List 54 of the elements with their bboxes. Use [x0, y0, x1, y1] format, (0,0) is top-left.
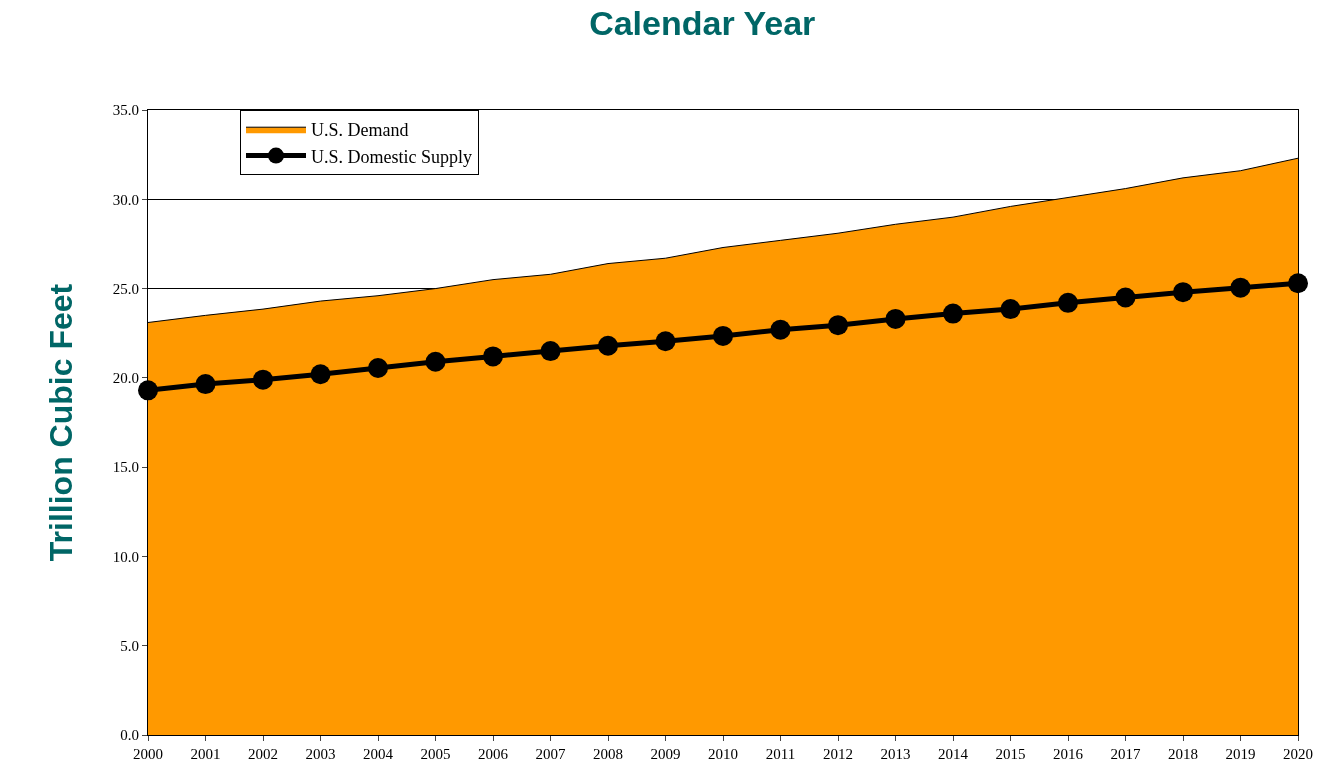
x-tick-label: 2017 — [1110, 746, 1141, 762]
point — [655, 331, 676, 352]
x-tick-label: 2008 — [593, 746, 623, 762]
x-tick-label: 2020 — [1283, 746, 1313, 762]
point — [195, 374, 216, 395]
x-tick-label: 2004 — [363, 746, 394, 762]
legend-label: U.S. Demand — [311, 120, 409, 141]
x-tick-label: 2009 — [650, 746, 681, 762]
legend-label: U.S. Domestic Supply — [311, 146, 473, 167]
x-tick-label: 2007 — [535, 746, 566, 762]
point — [368, 358, 388, 379]
y-tick-label: 0.0 — [120, 727, 139, 744]
point — [540, 341, 561, 362]
point — [598, 335, 618, 356]
point — [943, 303, 963, 324]
point — [1288, 273, 1308, 294]
x-tick-label: 2015 — [995, 746, 1026, 762]
point — [138, 380, 158, 401]
x-tick-label: 2000 — [133, 746, 163, 762]
y-tick-label: 30.0 — [112, 191, 139, 208]
x-tick-label: 2010 — [708, 746, 738, 762]
x-tick-label: 2014 — [938, 746, 969, 762]
point — [713, 325, 733, 346]
x-tick-label: 2011 — [765, 746, 796, 762]
point — [253, 369, 273, 390]
y-tick-label: 10.0 — [112, 548, 139, 565]
x-tick-label: 2018 — [1168, 746, 1198, 762]
point — [1230, 277, 1251, 298]
x-tick-label: 2001 — [190, 746, 221, 762]
x-tick-label: 2013 — [880, 746, 911, 762]
point — [1173, 282, 1193, 303]
point — [828, 315, 848, 336]
y-tick-label: 5.0 — [120, 637, 139, 654]
point — [425, 351, 446, 372]
y-tick-label: 25.0 — [112, 280, 139, 297]
y-axis-title: Trillion Cubic Feet — [43, 283, 80, 562]
point — [1058, 292, 1078, 313]
x-tick-label: 2016 — [1053, 746, 1084, 762]
x-tick-label: 2002 — [248, 746, 278, 762]
point — [885, 308, 906, 329]
point — [770, 319, 791, 340]
point — [1000, 299, 1021, 320]
x-tick-label: 2003 — [305, 746, 336, 762]
x-tick-label: 2006 — [478, 746, 509, 762]
y-tick-label: 35.0 — [112, 102, 139, 119]
point — [310, 364, 331, 385]
y-tick-label: 20.0 — [112, 370, 139, 387]
x-tick-label: 2012 — [823, 746, 853, 762]
y-tick-label: 15.0 — [112, 459, 139, 476]
x-tick-label: 2005 — [420, 746, 451, 762]
point — [483, 346, 503, 367]
x-tick-label: 2019 — [1225, 746, 1256, 762]
chart-title: Calendar Year — [589, 4, 816, 43]
point — [1115, 287, 1136, 308]
